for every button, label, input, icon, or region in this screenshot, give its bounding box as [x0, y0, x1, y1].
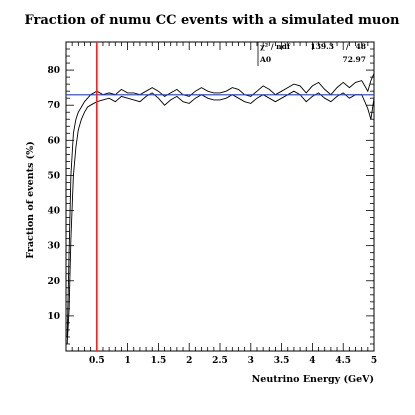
- y-tick-label: 80: [47, 66, 60, 76]
- x-tick-label: 5: [371, 356, 377, 366]
- y-axis-label: Fraction of events (%): [25, 141, 36, 258]
- stats-ndf-value: 48: [356, 42, 366, 51]
- y-tick-label: 50: [47, 171, 60, 181]
- stats-a0-label: A0: [259, 55, 271, 64]
- x-tick-label: 3.5: [274, 356, 290, 366]
- y-tick-label: 60: [47, 136, 60, 146]
- x-tick-label: 3: [248, 356, 254, 366]
- stats-chi2-separator: /: [346, 42, 349, 51]
- stats-chi2-label: χ² / ndf: [260, 42, 291, 51]
- y-tick-label: 70: [47, 101, 60, 111]
- y-tick-label: 30: [47, 242, 60, 252]
- y-tick-label: 20: [47, 277, 60, 287]
- x-tick-label: 2.5: [212, 356, 228, 366]
- stats-a0-value: 72.97: [343, 55, 367, 64]
- stats-chi2-value: 139.3: [311, 42, 335, 51]
- x-tick-label: 4: [309, 356, 315, 366]
- y-tick-label: 40: [47, 207, 60, 217]
- x-axis-label: Neutrino Energy (GeV): [252, 374, 374, 385]
- plot-frame: [65, 41, 375, 352]
- x-tick-label: 1.5: [151, 356, 167, 366]
- plot-area: 0.5 1 1.5 2 2.5 3 3.5 4 4.5 5 10 20 30 40 50 60 70 80: [47, 41, 377, 366]
- series-line-1: [66, 73, 375, 338]
- y-tick-label: 10: [47, 312, 60, 322]
- x-tick-label: 0.5: [89, 356, 105, 366]
- x-tick-label: 1: [124, 356, 130, 366]
- stats-box: χ² / ndf 139.3 / 48 A0 72.97: [259, 42, 366, 64]
- chart-title: Fraction of numu CC events with a simula…: [25, 13, 400, 28]
- series-line-2: [66, 90, 375, 345]
- x-tick-label: 2: [186, 356, 192, 366]
- x-tick-label: 4.5: [335, 356, 351, 366]
